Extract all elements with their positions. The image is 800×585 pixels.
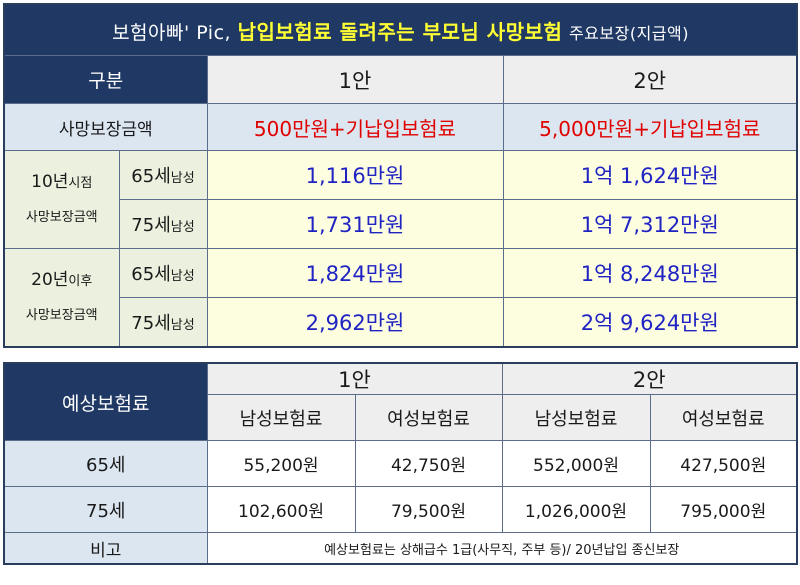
table-cell: 552,000원 (501, 440, 651, 487)
title-suffix: 주요보장(지급액) (568, 23, 689, 43)
table-cell: 2,962만원 (206, 297, 504, 348)
plan1-header: 1안 (206, 55, 504, 104)
table-cell: 1억 8,248만원 (502, 248, 798, 298)
plan1-header: 1안 (206, 362, 503, 395)
table-cell: 1,824만원 (206, 248, 504, 298)
coverage-table: 보험아빠' Pic, 납입보험료 돌려주는 부모님 사망보험 주요보장(지급액)… (3, 3, 799, 348)
group-label: 사망보장금액 (25, 307, 98, 323)
group-10-year: 10년시점 사망보장금액 (3, 150, 120, 249)
premium-header: 예상보험료 (3, 362, 208, 441)
plan2-header: 2안 (502, 55, 798, 104)
age-cell: 65세남성 (118, 150, 208, 200)
table-cell: 1,026,000원 (501, 486, 651, 533)
table-cell: 795,000원 (649, 486, 798, 533)
table-cell: 79,500원 (354, 486, 503, 533)
female-premium-header: 여성보험료 (354, 394, 503, 441)
table-title: 보험아빠' Pic, 납입보험료 돌려주는 부모님 사망보험 주요보장(지급액) (3, 3, 798, 56)
table-cell: 42,750원 (354, 440, 503, 487)
category-header: 구분 (3, 55, 208, 104)
plan2-header: 2안 (501, 362, 798, 395)
male-premium-header: 남성보험료 (501, 394, 651, 441)
group-20-year: 20년이후 사망보장금액 (3, 248, 120, 348)
group-year-suffix: 시점 (68, 175, 93, 191)
group-year: 10년 (31, 171, 69, 192)
title-highlight: 납입보험료 돌려주는 부모님 사망보험 (237, 19, 563, 44)
table-cell: 102,600원 (206, 486, 356, 533)
group-label: 사망보장금액 (25, 209, 98, 225)
note-text: 예상보험료는 상해급수 1급(사무직, 주부 등)/ 20년납입 종신보장 (206, 532, 798, 565)
age-row-label: 65세 (3, 440, 208, 487)
table-cell: 1,731만원 (206, 199, 504, 249)
age-row-label: 75세 (3, 486, 208, 533)
death-benefit-plan1: 500만원+기납입보험료 (206, 103, 504, 151)
death-benefit-plan2: 5,000만원+기납입보험료 (502, 103, 798, 151)
table-cell: 1,116만원 (206, 150, 504, 200)
death-benefit-label: 사망보장금액 (3, 103, 208, 151)
table-cell: 2억 9,624만원 (502, 297, 798, 348)
group-year: 20년 (31, 269, 69, 290)
age-cell: 75세남성 (118, 297, 208, 348)
age-cell: 75세남성 (118, 199, 208, 249)
table-cell: 427,500원 (649, 440, 798, 487)
male-premium-header: 남성보험료 (206, 394, 356, 441)
female-premium-header: 여성보험료 (649, 394, 798, 441)
note-label: 비고 (3, 532, 208, 565)
table-cell: 1억 1,624만원 (502, 150, 798, 200)
group-year-suffix: 이후 (68, 273, 93, 289)
table-cell: 1억 7,312만원 (502, 199, 798, 249)
premium-table: 예상보험료 1안 2안 남성보험료 여성보험료 남성보험료 여성보험료 65세 … (3, 362, 798, 565)
table-cell: 55,200원 (206, 440, 356, 487)
title-prefix: 보험아빠' Pic, (112, 21, 232, 44)
age-cell: 65세남성 (118, 248, 208, 298)
